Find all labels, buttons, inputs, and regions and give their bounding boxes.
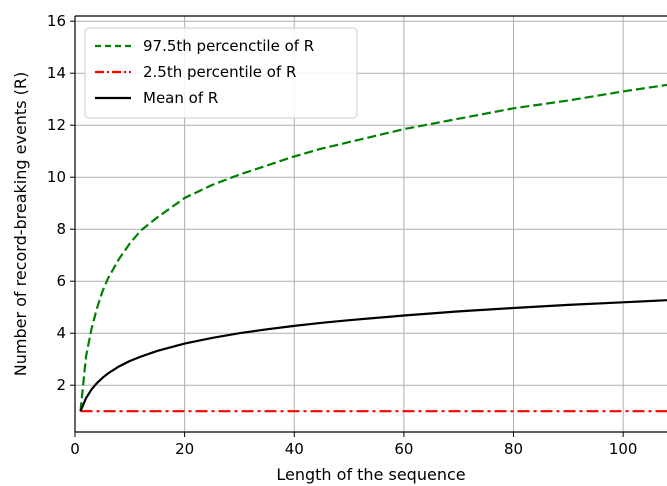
y-tick-label: 10	[47, 168, 66, 186]
axes	[70, 15, 667, 437]
series-line-2	[79, 299, 667, 412]
y-tick-label: 4	[56, 324, 66, 342]
y-tick-label: 8	[56, 220, 66, 238]
y-tick-label: 2	[56, 376, 66, 394]
legend-label-2: Mean of R	[143, 89, 218, 107]
x-tick-label: 40	[285, 440, 304, 458]
series-lines	[79, 83, 667, 413]
x-tick-label: 60	[394, 440, 413, 458]
y-tick-label: 14	[47, 64, 66, 82]
legend-box	[84, 27, 358, 119]
x-tick-labels: 0 20 40 60 80 100	[70, 440, 637, 458]
x-tick-label: 80	[504, 440, 523, 458]
legend: 97.5th percenctile of R 2.5th percentile …	[84, 27, 358, 119]
x-tick-label: 20	[175, 440, 194, 458]
legend-label-0: 97.5th percenctile of R	[143, 37, 314, 55]
series-line-0	[79, 83, 667, 412]
y-tick-label: 6	[56, 272, 66, 290]
y-axis-label: Number of record-breaking events (R)	[11, 72, 30, 376]
x-tick-label: 100	[609, 440, 638, 458]
y-tick-label: 12	[47, 116, 66, 134]
y-tick-labels: 2 4 6 8 10 12 14 16	[47, 12, 66, 394]
x-axis-label: Length of the sequence	[276, 465, 465, 484]
y-tick-label: 16	[47, 12, 66, 30]
legend-label-1: 2.5th percentile of R	[143, 63, 296, 81]
x-tick-label: 0	[70, 440, 80, 458]
